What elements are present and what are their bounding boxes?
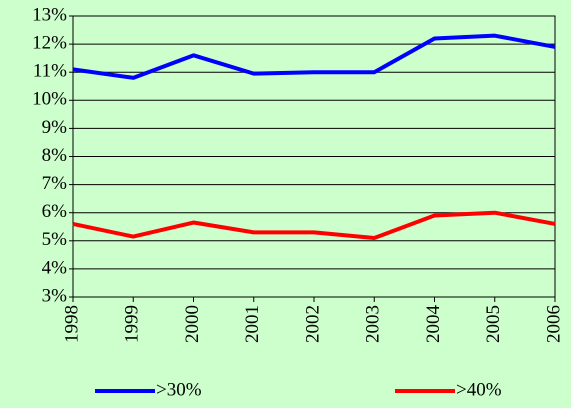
x-tick-label: 2005 (483, 305, 504, 343)
legend-label: >30% (156, 379, 202, 400)
y-tick-label: 6% (42, 201, 68, 222)
legend-label: >40% (456, 379, 502, 400)
y-tick-label: 9% (42, 117, 68, 138)
x-tick-label: 2002 (302, 305, 323, 343)
y-tick-label: 11% (33, 61, 67, 82)
y-tick-label: 7% (42, 173, 68, 194)
x-tick-label: 1999 (122, 305, 143, 343)
data-line (72, 33, 556, 80)
y-tick-label: 5% (42, 229, 68, 250)
x-tick-label: 2003 (363, 305, 384, 343)
y-tick-label: 3% (42, 285, 68, 306)
x-tick-label: 2001 (242, 305, 263, 343)
y-tick-label: 12% (32, 32, 67, 53)
y-tick-label: 10% (32, 89, 67, 110)
y-tick-label: 13% (32, 4, 67, 25)
x-tick-label: 2004 (423, 305, 444, 344)
y-tick-label: 4% (42, 257, 68, 278)
x-tick-label: 1998 (61, 305, 82, 343)
x-tick-label: 2006 (543, 305, 564, 343)
x-tick-label: 2000 (182, 305, 203, 343)
data-line (72, 210, 556, 240)
y-tick-label: 8% (42, 145, 68, 166)
